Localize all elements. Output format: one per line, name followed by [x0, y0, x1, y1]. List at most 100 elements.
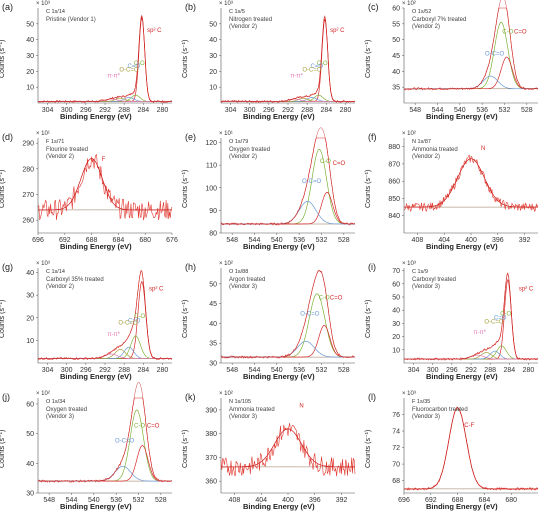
x-axis-label: Binding Energy (eV) [243, 502, 315, 511]
sample-description: Carboxyl treated (Vendor 3) [412, 277, 457, 290]
x-tick-label: 684 [113, 237, 125, 244]
measured-spectrum [220, 423, 356, 477]
y-tick-label: 20 [26, 315, 34, 322]
peak-label: O-C=O [119, 67, 139, 73]
spectrum-code: F 1s/71 [46, 139, 65, 145]
y-tick-label: 360 [205, 479, 217, 486]
x-tick-label: 528 [338, 237, 350, 244]
peak-label: π-π* [473, 330, 486, 336]
y-multiplier: × 10³ [219, 1, 233, 7]
fit-envelope [221, 270, 355, 358]
x-tick-label: 548 [409, 107, 421, 114]
x-axis-label: Binding Energy (eV) [426, 112, 498, 121]
panel-label: (h) [185, 262, 196, 272]
fit-envelope [404, 158, 538, 208]
peak-label: C=O [310, 64, 323, 70]
x-tick-label: 676 [166, 237, 178, 244]
x-tick-label: 544 [432, 107, 444, 114]
y-tick-label: 30 [26, 491, 34, 498]
y-axis-label: Counts (s⁻¹) [365, 39, 372, 78]
spectrum-panel: 304 300 296 292 288 284 280 10 20 30 40 50 sp² C C-O C… [0, 0, 176, 126]
spectrum-panel: 304 300 296 292 288 284 280 10 20 30 40 50 60 70 sp² C… [365, 260, 542, 386]
x-tick-label: 292 [465, 367, 477, 374]
peak-label: F [102, 157, 106, 163]
sample-description: Fluorocarbon treated (Vendor 3) [412, 407, 468, 420]
peak-label: C=O [330, 296, 343, 302]
x-tick-label: 304 [408, 367, 420, 374]
y-axis-label: Counts (s⁻¹) [0, 39, 6, 78]
x-tick-label: 392 [519, 237, 531, 244]
x-tick-label: 692 [425, 497, 437, 504]
x-tick-label: 528 [338, 367, 350, 374]
x-tick-label: 548 [226, 237, 238, 244]
sample-description: Carboxyl 35% treated (Vendor 2) [46, 277, 104, 290]
y-tick-label: 60 [392, 281, 400, 288]
y-tick-label: 110 [206, 163, 217, 170]
peak-label: sp² C [519, 286, 534, 292]
panel-label: (l) [368, 392, 376, 402]
spectrum-panel: 548 544 540 536 532 528 30 40 50 60 C=O C-O O-C=O (j)… [0, 381, 176, 516]
spectrum-chart: 304 300 296 292 288 284 280 10 20 30 40 50 60 70 sp² C… [392, 268, 539, 374]
y-tick-label: 60 [392, 6, 400, 13]
spectrum-panel: 304 300 296 292 288 284 280 10 20 30 40 sp² C C-O C=O… [0, 260, 176, 386]
y-tick-label: 840 [388, 213, 400, 220]
y-tick-label: 40 [392, 308, 400, 315]
peak-label: π-π* [107, 332, 120, 338]
component-peak [38, 97, 172, 102]
x-tick-label: 300 [244, 107, 256, 114]
peak-label: O-C=O [484, 319, 504, 325]
x-tick-label: 296 [80, 367, 92, 374]
sample-description: Pristine (Vendor 1) [46, 17, 96, 23]
y-axis-label: Counts (s⁻¹) [365, 299, 372, 338]
y-tick-label: 74 [392, 429, 400, 436]
spectrum-chart: 304 300 296 292 288 284 280 10 20 30 40 sp² C C-OC=O… [26, 268, 173, 374]
x-tick-label: 296 [446, 367, 458, 374]
component-peak [38, 158, 172, 211]
x-tick-label: 680 [505, 497, 517, 504]
y-tick-label: 70 [392, 462, 400, 469]
y-tick-label: 76 [392, 412, 400, 419]
y-tick-label: 30 [26, 293, 34, 300]
peak-label: C-O [320, 159, 331, 165]
y-tick-label: 30 [209, 361, 217, 368]
y-tick-label: 370 [205, 455, 217, 462]
peak-label: N [481, 146, 485, 152]
x-tick-label: 540 [271, 237, 283, 244]
x-tick-label: 300 [427, 367, 439, 374]
peak-label: C-O [134, 314, 145, 320]
x-tick-label: 280 [523, 367, 535, 374]
y-multiplier: × 10² [219, 391, 233, 397]
peak-label: C-O [134, 61, 145, 67]
x-tick-label: 400 [465, 237, 477, 244]
x-tick-label: 284 [137, 367, 149, 374]
spectrum-chart: 548 544 540 536 532 528 80 90 100 110 120 C=OC-O O-C… [205, 127, 356, 244]
x-tick-label: 532 [316, 367, 328, 374]
x-tick-label: 688 [86, 237, 98, 244]
peak-label: C-O [500, 312, 511, 318]
peak-label: C=O [147, 424, 160, 430]
peak-label: C=O [127, 64, 140, 70]
x-tick-label: 688 [452, 497, 464, 504]
y-multiplier: × 10³ [36, 261, 50, 267]
x-tick-label: 528 [521, 107, 533, 114]
x-tick-label: 396 [309, 497, 321, 504]
x-axis-label: Binding Energy (eV) [60, 242, 132, 251]
x-axis-label: Binding Energy (eV) [426, 502, 498, 511]
x-tick-label: 532 [499, 107, 511, 114]
sample-description: Ammonia treated (Vendor 3) [229, 407, 275, 420]
peak-label: O-C=O [302, 179, 322, 185]
y-tick-label: 860 [388, 179, 400, 186]
fit-envelope [38, 15, 172, 102]
y-tick-label: 40 [26, 461, 34, 468]
x-tick-label: 288 [118, 367, 130, 374]
x-tick-label: 280 [157, 367, 169, 374]
x-tick-label: 404 [438, 237, 450, 244]
y-axis-label: Counts (s⁻¹) [182, 429, 189, 468]
peak-label: O-C=O [118, 321, 138, 327]
peak-label: C=O [494, 315, 507, 321]
x-tick-label: 300 [61, 107, 73, 114]
spectrum-code: C 1s/14 [46, 9, 65, 15]
peak-label: O-C=O [300, 312, 320, 318]
spectrum-chart: 548 544 540 536 532 528 35 40 45 50 55 60 C=OC-O O-C=… [392, 0, 539, 114]
spectrum-panel: 548 544 540 536 532 528 35 40 45 50 55 60 C=O C-O O-C=… [365, 0, 542, 126]
